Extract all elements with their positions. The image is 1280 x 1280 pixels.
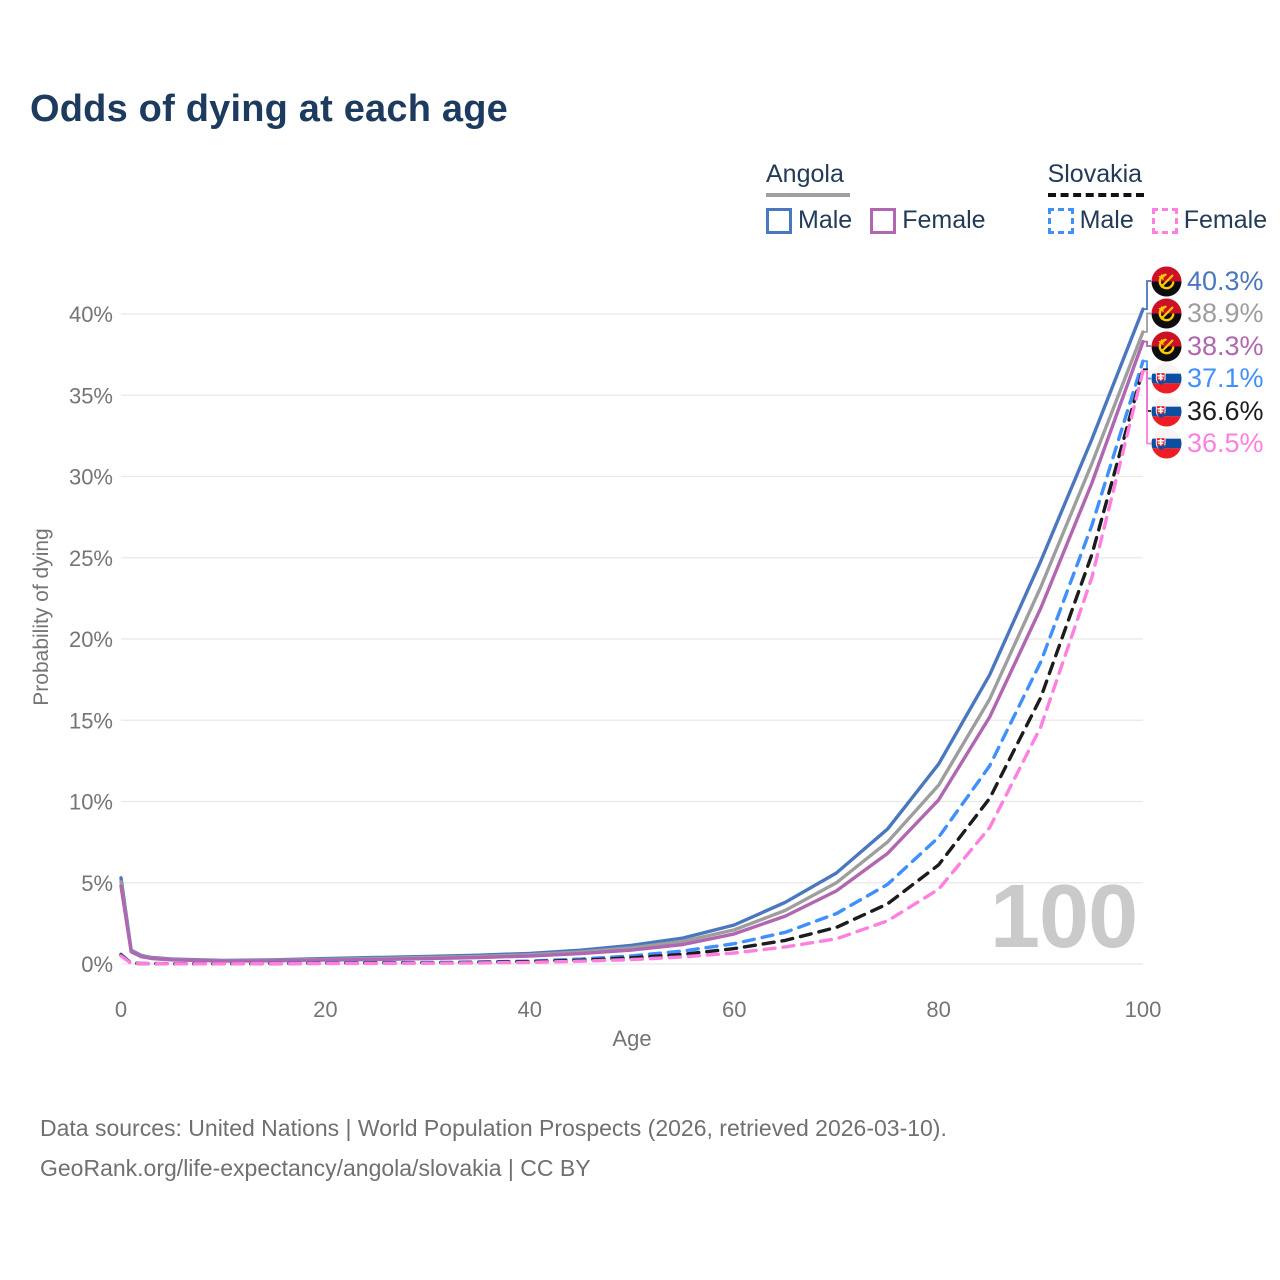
legend-linestyle-sample (1047, 193, 1144, 197)
leader-line (1143, 280, 1151, 311)
legend-item-label: Female (902, 206, 986, 234)
x-tick-label: 40 (518, 997, 542, 1022)
y-tick-label: 20% (69, 627, 113, 652)
leader-line (1143, 312, 1151, 333)
y-tick-label: 10% (69, 790, 113, 815)
series-line-angola-female[interactable] (119, 339, 1145, 963)
chart-legend: Angola Male Female Slovakia Male Female (766, 160, 1267, 235)
y-tick-label: 5% (81, 871, 113, 896)
y-tick-label: 25% (69, 546, 113, 571)
age-watermark: 100 (990, 867, 1138, 967)
legend-item-angola-male[interactable]: Male (766, 206, 852, 235)
data-sources-line: Data sources: United Nations | World Pop… (40, 1115, 947, 1141)
series-line-angola-male[interactable] (119, 307, 1145, 963)
x-tick-label: 100 (1125, 997, 1162, 1022)
x-axis-title: Age (612, 1026, 652, 1051)
angola-flag-icon (1151, 298, 1182, 329)
line-chart-canvas: 0% 5% 10% 15% 20% 25% 30% 35% 40% 0 20 40 60 80 100 (69, 280, 1162, 1022)
end-label-slovakia[interactable]: 36.6% (1151, 395, 1264, 427)
y-tick-label: 40% (69, 302, 113, 327)
legend-item-slovakia-male[interactable]: Male (1047, 206, 1134, 235)
end-label-angola-female[interactable]: 38.3% (1151, 330, 1264, 362)
y-tick-label: 30% (69, 465, 113, 490)
slovakia-flag-icon (1151, 363, 1182, 394)
x-tick-label: 20 (313, 997, 337, 1022)
end-value-label: 38.3% (1187, 330, 1264, 361)
legend-swatch-icon (1151, 207, 1178, 234)
footer: Data sources: United Nations | World Pop… (40, 1108, 947, 1189)
end-value-label: 36.5% (1187, 428, 1264, 458)
legend-group-angola: Angola Male Female (766, 160, 986, 235)
leader-line (1143, 369, 1151, 445)
legend-country-label[interactable]: Angola (766, 160, 844, 188)
end-label-angola[interactable]: 38.9% (1151, 298, 1264, 330)
slovakia-flag-icon (1151, 395, 1182, 427)
y-tick-label: 15% (69, 708, 113, 733)
legend-linestyle-sample (766, 193, 850, 197)
legend-group-slovakia: Slovakia Male Female (1047, 160, 1268, 235)
y-tick-label: 35% (69, 383, 113, 408)
legend-swatch-icon (766, 207, 792, 234)
legend-item-slovakia-female[interactable]: Female (1151, 206, 1268, 235)
series-line-slovakia-female[interactable] (119, 369, 1145, 966)
x-tick-label: 60 (722, 997, 746, 1022)
legend-item-label: Male (798, 206, 853, 234)
end-label-slovakia-male[interactable]: 37.1% (1151, 363, 1264, 395)
end-value-label: 37.1% (1187, 363, 1264, 393)
leader-line (1143, 340, 1151, 347)
legend-swatch-icon (1047, 207, 1074, 234)
y-axis-title: Probability of dying (30, 528, 53, 706)
x-tick-label: 80 (926, 997, 950, 1022)
x-tick-label: 0 (115, 997, 127, 1022)
end-label-slovakia-female[interactable]: 36.5% (1151, 428, 1264, 460)
legend-swatch-icon (870, 207, 897, 234)
attribution-line: GeoRank.org/life-expectancy/angola/slova… (40, 1155, 591, 1182)
end-value-label: 38.9% (1187, 298, 1264, 328)
angola-flag-icon (1151, 265, 1182, 297)
page-title: Odds of dying at each age (30, 88, 508, 130)
y-tick-label: 0% (81, 952, 113, 977)
legend-item-label: Female (1183, 206, 1268, 234)
legend-item-angola-female[interactable]: Female (870, 206, 986, 235)
end-value-label: 36.6% (1187, 395, 1264, 426)
legend-item-label: Male (1079, 206, 1134, 234)
end-value-label: 40.3% (1187, 265, 1264, 296)
angola-flag-icon (1151, 330, 1182, 362)
slovakia-flag-icon (1151, 428, 1182, 459)
end-label-angola-male[interactable]: 40.3% (1151, 265, 1264, 297)
legend-country-label[interactable]: Slovakia (1047, 160, 1143, 188)
